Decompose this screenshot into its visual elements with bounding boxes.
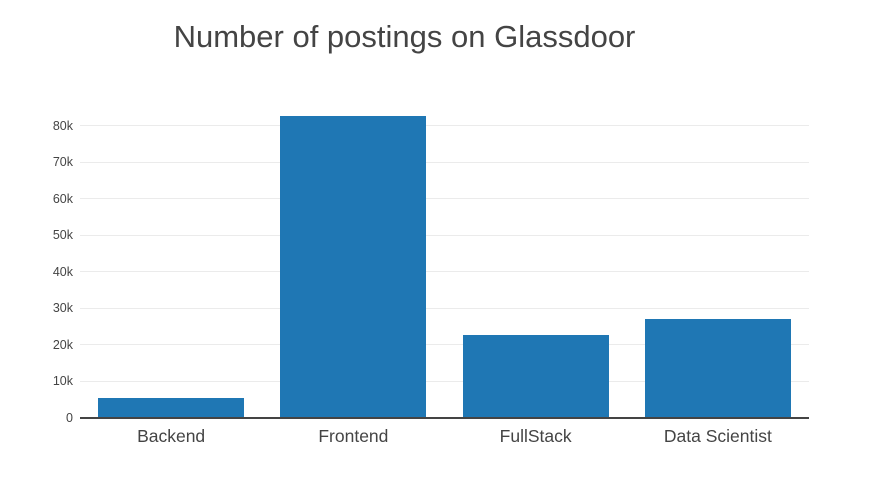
gridline <box>80 380 809 382</box>
gridline <box>80 125 809 127</box>
y-tick-label: 70k <box>52 155 73 170</box>
gridline <box>80 161 809 163</box>
bar-frontend <box>280 115 427 418</box>
y-tick-label: 60k <box>52 191 73 206</box>
y-tick-label: 20k <box>52 337 73 352</box>
y-tick-label: 80k <box>52 118 73 133</box>
gridline <box>80 234 809 236</box>
y-tick-label: 10k <box>52 374 73 389</box>
x-tick-label-backend: Backend <box>137 426 206 446</box>
x-axis-line <box>80 417 809 419</box>
bar-fullstack <box>462 334 609 418</box>
x-tick-label-fullstack: FullStack <box>499 426 572 446</box>
bar-data-scientist <box>644 318 791 418</box>
y-tick-label: 30k <box>52 301 73 316</box>
gridline <box>80 271 809 273</box>
gridline <box>80 198 809 200</box>
x-tick-label-frontend: Frontend <box>318 426 389 446</box>
y-tick-label: 40k <box>52 264 73 279</box>
y-tick-label: 0 <box>66 411 73 425</box>
gridline <box>80 307 809 309</box>
gridline <box>80 344 809 346</box>
bar-backend <box>98 397 245 418</box>
chart-title: Number of postings on Glassdoor <box>173 19 636 54</box>
y-tick-label: 50k <box>52 228 73 243</box>
x-tick-label-data-scientist: Data Scientist <box>663 426 772 446</box>
